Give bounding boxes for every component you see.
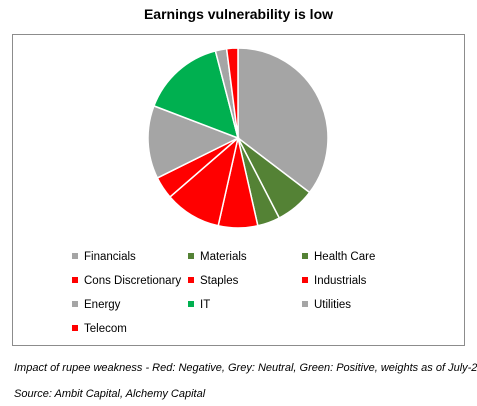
- legend-item-industrials: Industrials: [302, 274, 366, 288]
- legend-swatch: [72, 253, 78, 259]
- legend-swatch: [188, 277, 194, 283]
- chart-title: Earnings vulnerability is low: [143, 6, 334, 22]
- legend-item-health-care: Health Care: [302, 250, 375, 264]
- legend-swatch: [302, 253, 308, 259]
- legend-item-telecom: Telecom: [72, 322, 127, 336]
- caption-source: Source: Ambit Capital, Alchemy Capital: [14, 388, 206, 400]
- legend-swatch: [188, 253, 194, 259]
- legend-swatch: [72, 325, 78, 331]
- legend-label: Cons Discretionary: [84, 275, 182, 287]
- legend-item-cons-discretionary: Cons Discretionary: [72, 274, 181, 288]
- legend-swatch: [72, 277, 78, 283]
- legend-item-it: IT: [188, 298, 210, 312]
- legend-label: Financials: [84, 251, 136, 263]
- legend-swatch: [302, 277, 308, 283]
- legend-label: Materials: [200, 251, 247, 263]
- legend-swatch: [188, 301, 194, 307]
- pie-slice-financials: [237, 47, 329, 194]
- legend-item-energy: Energy: [72, 298, 120, 312]
- pie-slice-it: [152, 49, 240, 140]
- legend-label: Utilities: [314, 299, 352, 311]
- legend-label: Industrials: [314, 275, 367, 287]
- caption-note: Impact of rupee weakness - Red: Negative…: [14, 362, 477, 374]
- legend-item-materials: Materials: [188, 250, 247, 264]
- legend-label: Health Care: [314, 251, 376, 263]
- legend-item-financials: Financials: [72, 250, 136, 264]
- legend-label: Staples: [200, 275, 239, 287]
- legend-swatch: [302, 301, 308, 307]
- legend-label: Telecom: [84, 323, 127, 335]
- legend-item-staples: Staples: [188, 274, 238, 288]
- pie-slice-energy: [147, 104, 240, 179]
- chart-frame: [12, 34, 465, 346]
- legend-label: Energy: [84, 299, 121, 311]
- legend-swatch: [72, 301, 78, 307]
- pie-slice-telecom: [225, 47, 239, 139]
- legend-item-utilities: Utilities: [302, 298, 351, 312]
- legend-label: IT: [200, 299, 211, 311]
